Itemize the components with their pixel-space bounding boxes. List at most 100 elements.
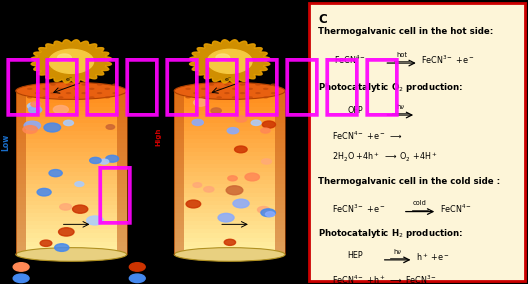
Circle shape	[227, 128, 239, 134]
Ellipse shape	[81, 92, 87, 94]
Ellipse shape	[224, 92, 230, 94]
Bar	[174, 176, 285, 181]
Circle shape	[208, 49, 252, 73]
Ellipse shape	[112, 92, 118, 94]
Ellipse shape	[81, 83, 87, 86]
Bar	[16, 217, 127, 222]
Bar	[174, 123, 285, 128]
Bar	[16, 221, 127, 226]
Bar	[16, 189, 127, 193]
Bar	[16, 91, 26, 254]
Bar	[174, 103, 285, 107]
Text: e⁻: e⁻	[224, 77, 231, 82]
Ellipse shape	[42, 88, 48, 90]
Ellipse shape	[97, 83, 102, 86]
Circle shape	[53, 105, 68, 114]
Ellipse shape	[201, 88, 206, 90]
Bar	[16, 123, 127, 128]
Ellipse shape	[185, 96, 191, 99]
Text: 文: 文	[95, 160, 135, 226]
Circle shape	[106, 125, 115, 129]
Circle shape	[37, 188, 51, 196]
Bar	[16, 111, 127, 115]
Text: Low: Low	[1, 133, 10, 151]
Bar	[16, 180, 127, 185]
Text: FeCN$^{4-}$: FeCN$^{4-}$	[334, 54, 366, 66]
Bar	[16, 184, 127, 189]
Bar	[174, 143, 285, 148]
Circle shape	[266, 212, 275, 217]
Bar	[174, 221, 285, 226]
Text: C: C	[318, 13, 327, 26]
Circle shape	[49, 170, 62, 177]
Bar	[16, 246, 127, 250]
Circle shape	[258, 206, 269, 213]
Ellipse shape	[201, 96, 206, 99]
Ellipse shape	[50, 92, 56, 94]
Bar	[16, 209, 127, 214]
Ellipse shape	[65, 83, 71, 86]
Bar	[174, 193, 285, 197]
Bar	[16, 242, 127, 246]
Ellipse shape	[255, 92, 261, 94]
Ellipse shape	[27, 96, 33, 99]
Circle shape	[204, 187, 214, 192]
Circle shape	[13, 263, 29, 271]
Bar	[16, 160, 127, 164]
Ellipse shape	[271, 92, 276, 94]
Text: hν: hν	[393, 249, 402, 255]
Text: h$^+$ +e$^-$: h$^+$ +e$^-$	[416, 251, 450, 263]
Text: HEP: HEP	[347, 251, 363, 260]
Bar	[174, 205, 285, 210]
Bar	[16, 99, 127, 103]
Bar	[174, 189, 285, 193]
Circle shape	[98, 159, 106, 164]
Circle shape	[261, 128, 270, 133]
Circle shape	[218, 213, 234, 222]
Text: High: High	[155, 127, 162, 145]
Circle shape	[58, 54, 71, 61]
Circle shape	[224, 239, 235, 245]
Text: e⁻: e⁻	[66, 77, 73, 82]
Ellipse shape	[50, 83, 56, 86]
Circle shape	[24, 121, 41, 130]
Bar	[16, 213, 127, 218]
Text: 2H$_2$O +4h$^+$ $\longrightarrow$ O$_2$ +4H$^+$: 2H$_2$O +4h$^+$ $\longrightarrow$ O$_2$ …	[332, 151, 437, 164]
Ellipse shape	[224, 83, 230, 86]
Bar	[174, 184, 285, 189]
Bar	[174, 168, 285, 173]
Bar	[174, 160, 285, 164]
Circle shape	[44, 123, 61, 132]
Text: FeCN$^{4-}$ +e$^-$ $\longrightarrow$: FeCN$^{4-}$ +e$^-$ $\longrightarrow$	[332, 129, 402, 142]
Bar	[174, 201, 285, 205]
Bar	[174, 107, 285, 111]
Bar	[16, 205, 127, 210]
Circle shape	[216, 54, 230, 61]
Circle shape	[261, 209, 276, 217]
Text: FeCN$^{3-}$ +e$^-$: FeCN$^{3-}$ +e$^-$	[421, 54, 475, 66]
Bar	[174, 99, 285, 103]
Ellipse shape	[16, 248, 127, 261]
Circle shape	[192, 120, 203, 126]
Ellipse shape	[209, 83, 214, 86]
Ellipse shape	[248, 96, 253, 99]
Bar	[16, 139, 127, 144]
Bar	[16, 229, 127, 234]
Ellipse shape	[89, 88, 95, 90]
Bar	[16, 90, 127, 95]
Ellipse shape	[193, 92, 199, 94]
Circle shape	[233, 199, 249, 208]
Bar	[16, 148, 127, 152]
Ellipse shape	[216, 88, 222, 90]
Bar	[174, 115, 285, 120]
Text: Photocatalytic O$_2$ production:: Photocatalytic O$_2$ production:	[318, 81, 464, 94]
Circle shape	[27, 103, 40, 109]
Circle shape	[75, 182, 84, 187]
Bar	[16, 250, 127, 254]
Bar	[16, 103, 127, 107]
Circle shape	[234, 146, 247, 153]
Ellipse shape	[42, 96, 48, 99]
Bar	[174, 209, 285, 214]
Circle shape	[211, 108, 221, 113]
Bar	[174, 164, 285, 169]
